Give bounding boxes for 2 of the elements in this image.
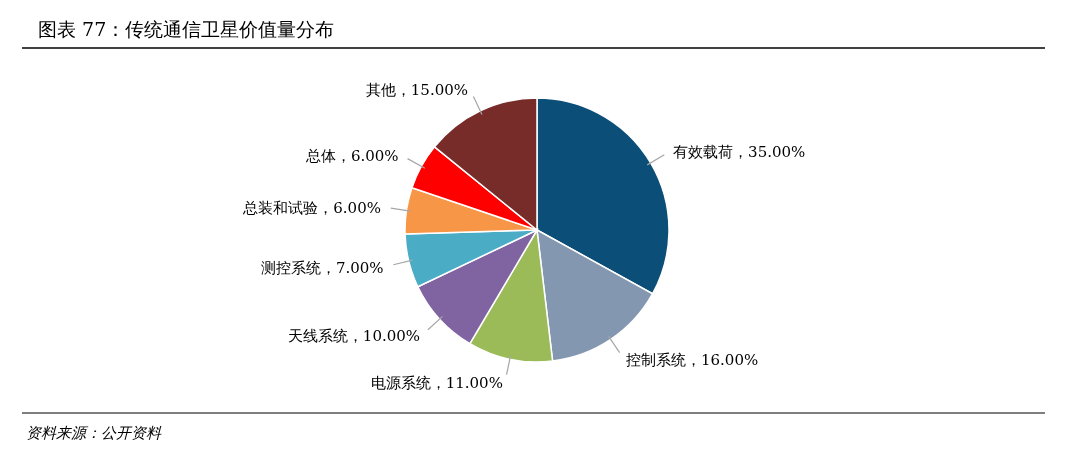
- title: 图表 77：传统通信卫星价值量分布: [38, 18, 335, 40]
- text: 资料来源：公开资料: [26, 424, 162, 442]
